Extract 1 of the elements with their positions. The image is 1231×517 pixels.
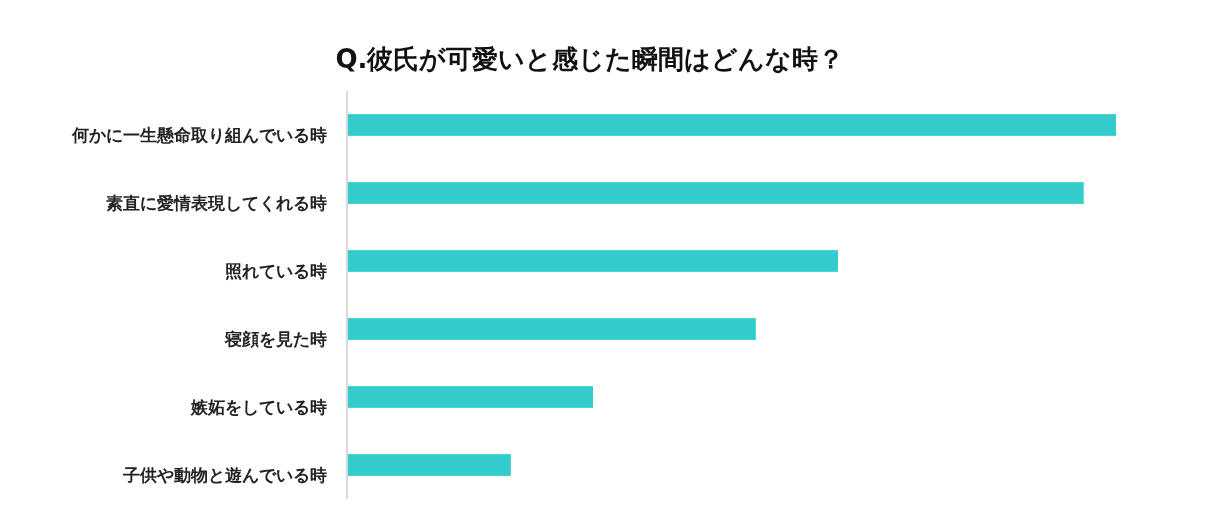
title: Q.彼氏が可愛いと感じた瞬間はどんな時？ bbox=[335, 44, 845, 74]
